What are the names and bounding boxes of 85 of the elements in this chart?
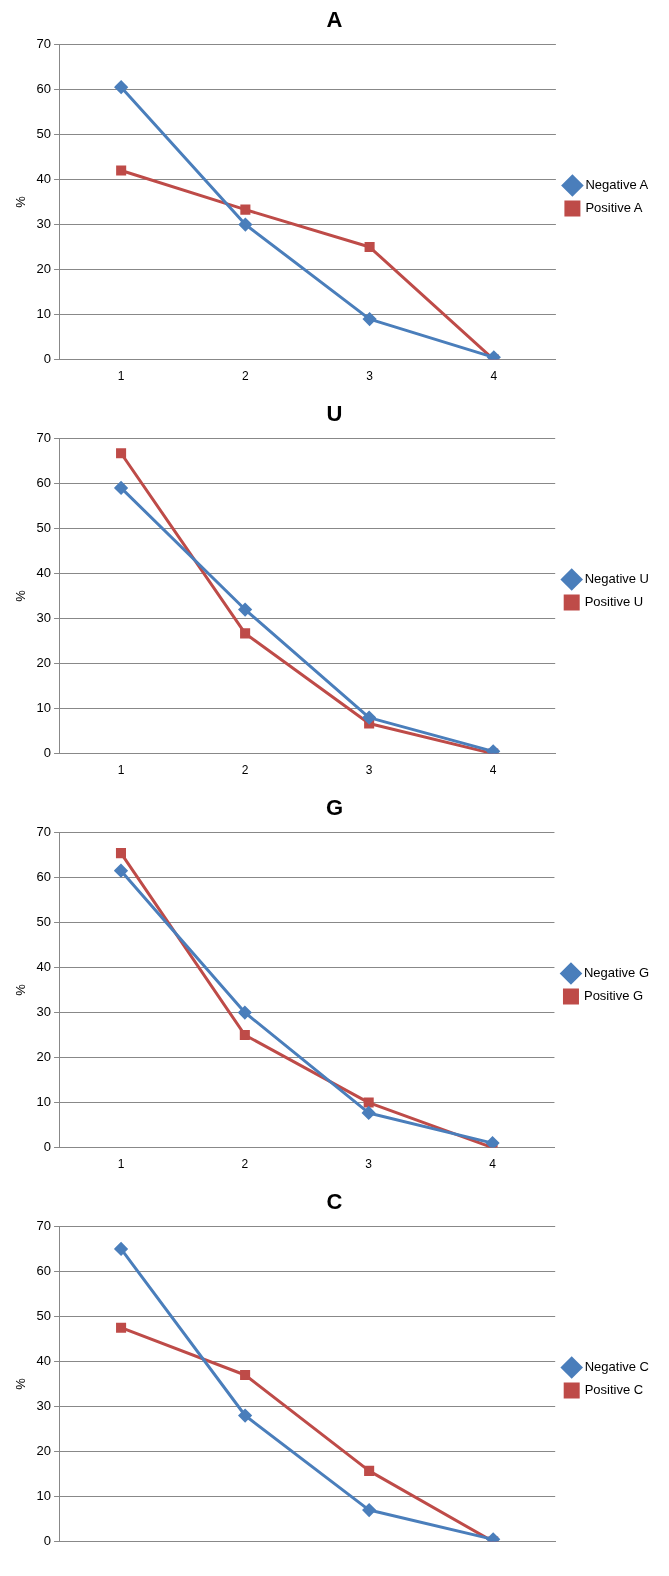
x-tick-label: 3 bbox=[366, 369, 374, 384]
chart-title: G bbox=[325, 795, 344, 821]
y-tick-label: 10 bbox=[36, 1094, 52, 1110]
x-tick-label: 1 bbox=[117, 369, 125, 384]
point bbox=[362, 1503, 376, 1517]
y-tick-label: 60 bbox=[36, 475, 52, 491]
y-tick-label: 10 bbox=[36, 700, 52, 716]
y-tick-label: 70 bbox=[36, 35, 52, 51]
y-axis-title: % bbox=[13, 195, 29, 208]
legend-label: Positive U bbox=[584, 594, 644, 610]
y-tick-label: 20 bbox=[36, 261, 52, 277]
x-tick-label: 3 bbox=[365, 1157, 373, 1172]
y-tick-label: 0 bbox=[43, 351, 52, 367]
y-tick-label: 40 bbox=[36, 959, 52, 975]
point bbox=[114, 1242, 128, 1256]
y-tick-label: 70 bbox=[36, 1217, 52, 1233]
x-tick-label: 3 bbox=[365, 763, 373, 778]
legend-label: Positive C bbox=[584, 1382, 644, 1398]
x-tick-label: 2 bbox=[241, 1157, 249, 1172]
y-tick-label: 30 bbox=[36, 1004, 52, 1020]
y-tick-label: 30 bbox=[36, 610, 52, 626]
chart-title: C bbox=[326, 1189, 343, 1215]
legend-label: Negative A bbox=[585, 177, 649, 193]
y-tick-label: 30 bbox=[36, 216, 52, 232]
point bbox=[240, 1369, 251, 1381]
y-axis-title: % bbox=[13, 983, 29, 996]
legend-label: Negative U bbox=[584, 571, 649, 587]
point bbox=[238, 603, 252, 617]
point bbox=[239, 1029, 250, 1041]
point bbox=[364, 241, 375, 253]
y-tick-label: 10 bbox=[36, 1488, 52, 1504]
x-tick-label: 1 bbox=[117, 1157, 125, 1172]
point bbox=[240, 204, 251, 215]
legend-label: Negative C bbox=[584, 1359, 649, 1375]
y-tick-label: 40 bbox=[36, 1353, 52, 1369]
y-axis-title: % bbox=[13, 589, 29, 602]
chart-title: A bbox=[326, 7, 343, 33]
legend-label: Negative G bbox=[583, 965, 650, 981]
y-tick-label: 10 bbox=[36, 306, 52, 322]
y-tick-label: 50 bbox=[36, 914, 52, 930]
point bbox=[116, 165, 127, 176]
y-axis-title: % bbox=[13, 1377, 29, 1390]
point bbox=[114, 80, 128, 94]
y-tick-label: 60 bbox=[36, 1263, 52, 1279]
y-tick-label: 0 bbox=[43, 1533, 52, 1549]
point bbox=[362, 711, 376, 725]
y-tick-label: 50 bbox=[36, 126, 52, 142]
x-tick-label: 4 bbox=[490, 369, 498, 384]
legend-label: Positive G bbox=[583, 988, 644, 1004]
legend-label: Positive A bbox=[585, 200, 643, 216]
y-tick-label: 50 bbox=[36, 1308, 52, 1324]
y-tick-label: 70 bbox=[36, 823, 52, 839]
point bbox=[114, 864, 128, 878]
point bbox=[114, 481, 128, 495]
y-tick-label: 50 bbox=[36, 520, 52, 536]
point bbox=[116, 448, 127, 459]
point bbox=[363, 312, 377, 326]
y-tick-label: 20 bbox=[36, 655, 52, 671]
y-tick-label: 60 bbox=[36, 869, 52, 885]
y-tick-label: 60 bbox=[36, 81, 52, 97]
y-tick-label: 70 bbox=[36, 429, 52, 445]
point bbox=[238, 1409, 252, 1423]
y-tick-label: 0 bbox=[43, 1139, 52, 1155]
x-tick-label: 1 bbox=[117, 763, 125, 778]
chart-title: U bbox=[326, 401, 343, 427]
point bbox=[115, 848, 127, 859]
y-tick-label: 20 bbox=[36, 1049, 52, 1065]
y-tick-label: 0 bbox=[43, 745, 52, 761]
point bbox=[363, 1097, 374, 1108]
y-tick-label: 40 bbox=[36, 565, 52, 581]
point bbox=[240, 628, 251, 639]
point bbox=[238, 1006, 252, 1020]
point bbox=[116, 1322, 127, 1333]
point bbox=[364, 1465, 375, 1476]
x-tick-label: 2 bbox=[241, 763, 249, 778]
x-tick-label: 4 bbox=[489, 1157, 497, 1172]
y-tick-label: 40 bbox=[36, 171, 52, 187]
x-tick-label: 2 bbox=[242, 369, 250, 384]
point bbox=[486, 1532, 500, 1542]
point bbox=[486, 1136, 500, 1148]
point bbox=[362, 1106, 376, 1120]
y-tick-label: 20 bbox=[36, 1443, 52, 1459]
point bbox=[238, 218, 252, 232]
y-tick-label: 30 bbox=[36, 1398, 52, 1414]
x-tick-label: 4 bbox=[489, 763, 497, 778]
